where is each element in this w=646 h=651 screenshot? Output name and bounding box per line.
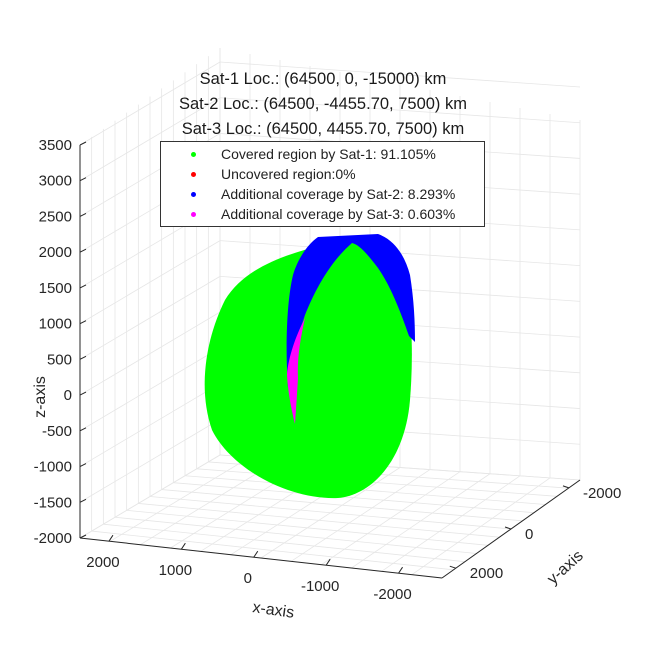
z-tick-label: 1500 [39, 280, 72, 297]
legend-label-sat1: Covered region by Sat-1: 91.105% [221, 146, 436, 162]
axes-box [79, 141, 581, 579]
z-axis-label: z-axis [32, 376, 49, 418]
z-tick-label: 3000 [39, 173, 72, 190]
title-line-2: Sat-2 Loc.: (64500, -4455.70, 7500) km [178, 95, 467, 113]
z-tick-mark [79, 141, 87, 146]
x-tick-mark [398, 566, 403, 574]
title-line-3: Sat-3 Loc.: (64500, 4455.70, 7500) km [181, 120, 465, 138]
y-tick-label: -2000 [583, 485, 621, 502]
grid-line-floor [381, 475, 521, 572]
legend-label-uncovered: Uncovered region:0% [221, 166, 356, 182]
y-tick-label: 2000 [470, 565, 503, 582]
x-tick-label: -2000 [373, 586, 411, 603]
x-tick-mark [253, 550, 259, 558]
z-tick-mark [79, 391, 87, 396]
x-tick-mark [180, 542, 186, 550]
legend-marker-uncovered [191, 172, 196, 177]
z-tick-mark [79, 355, 87, 360]
data-regions [204, 234, 415, 499]
grid-line-floor [351, 473, 491, 569]
region-sat2-additional [286, 234, 415, 388]
z-tick-label: -1000 [34, 459, 72, 476]
z-tick-mark [79, 284, 87, 289]
z-tick-mark [79, 498, 87, 503]
y-tick-label: 0 [525, 526, 533, 543]
z-tick-mark [79, 534, 87, 539]
grid-line-floor [411, 477, 551, 575]
legend-item-sat3: Additional coverage by Sat-3: 0.603% [161, 205, 484, 225]
z-tick-label: 2500 [39, 208, 72, 225]
z-tick-mark [79, 177, 87, 182]
z-tick-label: 500 [47, 351, 72, 368]
x-tick-label: 0 [244, 570, 252, 587]
y-tick-mark [504, 526, 512, 530]
legend-item-sat1: Covered region by Sat-1: 91.105% [161, 145, 484, 165]
x-tick-label: 1000 [159, 562, 192, 579]
legend-label-sat2: Additional coverage by Sat-2: 8.293% [221, 186, 456, 202]
region-sat3-additional [287, 318, 305, 424]
z-tick-label: 3500 [39, 137, 72, 154]
z-tick-label: -1500 [34, 494, 72, 511]
legend-marker-sat1 [191, 152, 196, 157]
x-tick-mark [325, 558, 331, 566]
legend-item-uncovered: Uncovered region:0% [161, 165, 484, 185]
legend-item-sat2: Additional coverage by Sat-2: 8.293% [161, 185, 484, 205]
z-tick-mark [79, 213, 87, 217]
z-tick-mark [79, 427, 87, 432]
x-axis-label: x-axis [251, 599, 295, 622]
z-tick-label: 1000 [39, 316, 72, 333]
z-tick-mark [79, 463, 87, 467]
legend-marker-sat3 [191, 212, 196, 217]
z-tick-mark [79, 248, 87, 253]
x-axis-line [79, 537, 443, 579]
y-axis-label: y-axis [544, 547, 586, 588]
y-tick-mark [449, 565, 456, 569]
title-line-1: Sat-1 Loc.: (64500, 0, -15000) km [199, 70, 447, 88]
x-tick-mark [108, 534, 114, 542]
legend-marker-sat2 [191, 192, 196, 197]
y-tick-mark [562, 485, 570, 489]
legend-label-sat3: Additional coverage by Sat-3: 0.603% [221, 206, 456, 222]
z-tick-label: -500 [42, 423, 72, 440]
z-tick-label: 0 [64, 387, 72, 404]
x-tick-label: -1000 [301, 578, 339, 595]
region-sat1-covered [204, 237, 412, 499]
legend: Covered region by Sat-1: 91.105% Uncover… [160, 141, 485, 227]
z-tick-label: 2000 [39, 244, 72, 261]
z-tick-label: -2000 [34, 530, 72, 547]
z-tick-mark [79, 320, 87, 325]
tick-labels: 3500 3000 2500 2000 1500 1000 500 0 -500 -1000 -15… [34, 137, 622, 603]
x-tick-label: 2000 [86, 554, 119, 571]
